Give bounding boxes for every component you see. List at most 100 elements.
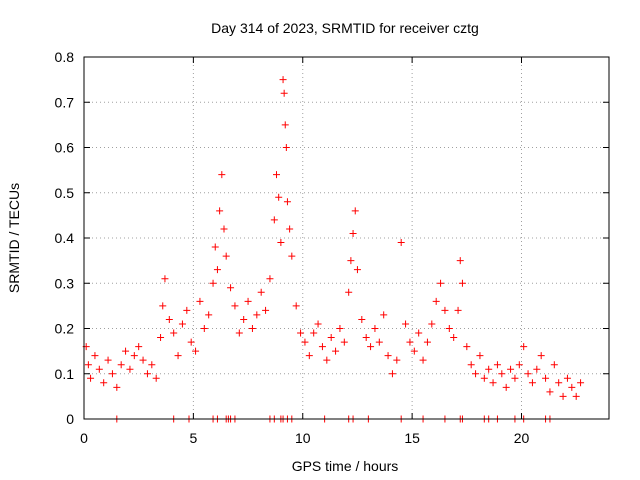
axis-ticks: 0 5 10 15 20 0 0.1 0.2 0.3 0.4 0.5 0.6 0.7 0.8 [55,49,609,446]
data-point [288,252,296,260]
data-point [467,361,475,369]
data-point [100,379,108,387]
y-tick-label: 0.2 [55,321,75,337]
data-point [423,338,431,346]
data-point [84,361,92,369]
data-points [82,76,585,423]
data-point [130,352,138,360]
data-point [211,243,219,251]
x-tick-label: 0 [80,430,88,446]
grid-lines [84,57,609,419]
data-point [227,284,235,292]
y-tick-label: 0.6 [55,140,75,156]
data-point [450,334,458,342]
data-point [458,279,466,287]
data-point [216,207,224,215]
data-point [192,347,200,355]
data-point [498,370,506,378]
data-point [332,347,340,355]
data-point [87,374,95,382]
data-point [533,365,541,373]
data-point [520,343,528,351]
data-point [187,338,195,346]
data-point [220,225,228,233]
data-point [113,383,121,391]
data-point [524,370,532,378]
data-point [165,315,173,323]
data-point [283,198,291,206]
data-point [550,361,558,369]
y-tick-label: 0 [66,411,74,427]
data-point [292,302,300,310]
data-point [213,266,221,274]
data-point [244,297,252,305]
data-point [126,365,134,373]
data-point [159,302,167,310]
data-point [270,216,278,224]
data-point [209,279,217,287]
data-point [273,171,280,179]
data-point [515,361,523,369]
data-point [384,352,392,360]
data-point [161,275,169,283]
data-point [349,229,357,237]
data-point [174,352,182,360]
data-point [419,356,427,364]
data-point [323,356,331,364]
data-point [542,374,550,382]
data-point [358,315,366,323]
data-point [305,352,313,360]
data-point [502,383,510,391]
data-point [480,374,488,382]
data-point [546,388,554,396]
y-axis-label: SRMTID / TECUs [6,183,22,293]
x-tick-label: 5 [189,430,197,446]
data-point [428,320,436,328]
data-point [318,343,326,351]
data-point [375,338,383,346]
data-point [456,257,464,265]
y-tick-label: 0.3 [55,275,75,291]
data-point [432,297,440,305]
data-point [493,361,501,369]
data-point [351,207,359,215]
data-point [139,356,147,364]
data-point [572,392,580,400]
chart-title: Day 314 of 2023, SRMTID for receiver czt… [211,20,479,36]
data-point [528,379,536,387]
data-point [437,279,445,287]
data-point [95,365,103,373]
data-point [262,306,270,314]
data-point [410,347,418,355]
data-point [345,288,353,296]
y-tick-label: 0.7 [55,94,75,110]
y-tick-label: 0.4 [55,230,75,246]
data-point [135,343,143,351]
data-point [441,306,449,314]
data-point [314,320,322,328]
data-point [266,275,274,283]
data-point [280,89,288,97]
data-point [489,379,497,387]
data-point [122,347,130,355]
data-point [371,325,379,332]
data-point [301,338,309,346]
x-tick-label: 15 [404,430,420,446]
plot-frame [83,56,610,420]
data-point [472,370,480,378]
x-tick-label: 10 [295,430,311,446]
data-point [485,365,493,373]
data-point [362,334,370,342]
data-point [402,320,410,328]
data-point [507,365,515,373]
data-point [222,252,230,260]
data-point [537,352,545,360]
data-point [148,361,156,369]
data-point [152,374,160,382]
data-point [397,239,405,247]
data-point [388,370,396,378]
data-point [281,121,289,129]
data-point [297,329,305,337]
data-point [347,257,355,265]
